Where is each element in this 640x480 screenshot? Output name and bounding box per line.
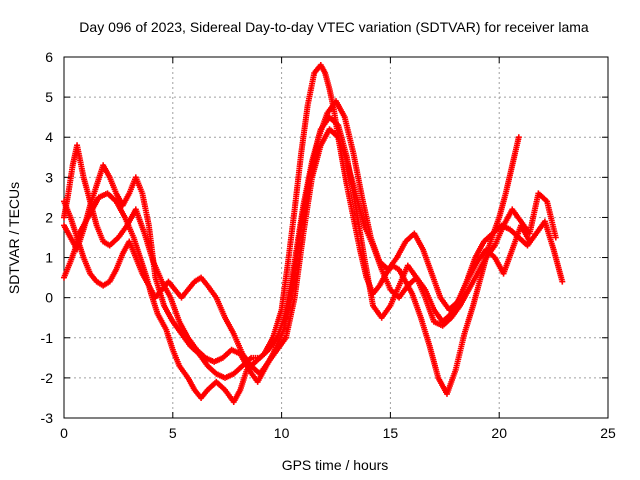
y-tick-label: 0 [45,290,53,306]
y-tick-label: 4 [45,129,53,145]
y-tick-label: 3 [45,169,53,185]
x-tick-label: 20 [491,425,507,441]
series-track-d [61,126,533,377]
data-point [515,134,522,141]
y-tick-label: -3 [41,410,54,426]
data-point [552,234,559,241]
x-tick-label: 5 [169,425,177,441]
data-points [61,62,566,405]
x-tick-label: 10 [274,425,290,441]
y-tick-label: -1 [41,330,54,346]
y-tick-label: 2 [45,209,53,225]
plot-frame [63,56,609,419]
x-tick-label: 0 [60,425,68,441]
chart-title: Day 096 of 2023, Sidereal Day-to-day VTE… [79,19,589,35]
data-point [526,238,533,245]
tick-labels: 0 5 10 15 20 25 -3 -2 -1 0 1 2 3 4 5 6 [41,49,616,441]
x-tick-label: 25 [600,425,616,441]
x-tick-label: 15 [383,425,399,441]
data-point [559,278,566,285]
y-axis-title: SDTVAR / TECUs [6,182,22,294]
x-axis-title: GPS time / hours [282,457,389,473]
series-track-c [61,114,559,381]
y-tick-label: 6 [45,49,53,65]
series-track-a [61,62,522,405]
y-tick-label: -2 [41,370,54,386]
y-tick-label: 1 [45,250,53,266]
y-tick-label: 5 [45,89,53,105]
